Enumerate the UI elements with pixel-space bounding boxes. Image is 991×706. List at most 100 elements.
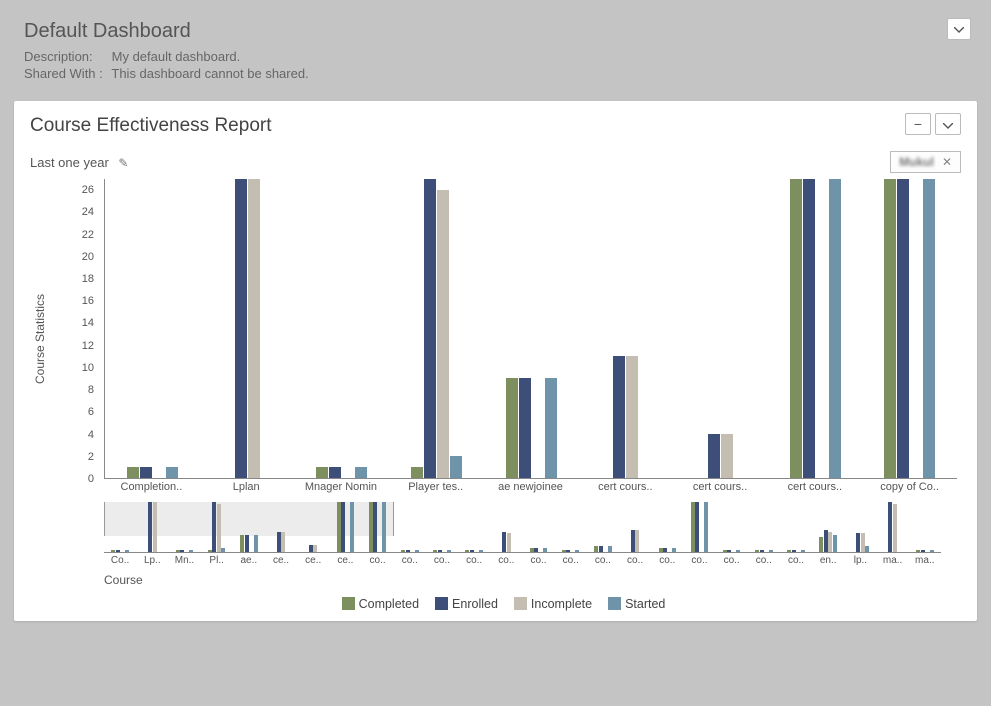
- description-value: My default dashboard.: [112, 49, 241, 64]
- bar-group: [200, 179, 295, 478]
- panel-title: Course Effectiveness Report: [30, 115, 961, 137]
- bar-completed[interactable]: [884, 179, 896, 478]
- overview-bar: [760, 550, 764, 552]
- overview-bar: [479, 550, 483, 552]
- bar-incomplete[interactable]: [248, 179, 260, 478]
- overview-bar: [819, 537, 823, 552]
- bar-completed[interactable]: [316, 467, 328, 478]
- overview-bar-group: [812, 502, 844, 552]
- overview-x-label: co..: [522, 555, 554, 569]
- overview-bar-group: [909, 502, 941, 552]
- bar-completed[interactable]: [790, 179, 802, 478]
- overview-chart[interactable]: Co..Lp..Mn..Pl..ae..ce..ce..ce..co..co..…: [104, 501, 941, 569]
- bar-started[interactable]: [355, 467, 367, 478]
- legend-swatch: [342, 597, 355, 610]
- bar-enrolled[interactable]: [329, 467, 341, 478]
- bar-started[interactable]: [545, 378, 557, 478]
- bar-enrolled[interactable]: [235, 179, 247, 478]
- overview-x-label: co..: [426, 555, 458, 569]
- bar-completed[interactable]: [506, 378, 518, 478]
- overview-bar: [575, 550, 579, 552]
- remove-filter-icon[interactable]: ✕: [942, 155, 952, 169]
- filter-chip[interactable]: Mukul ✕: [890, 151, 961, 173]
- overview-x-label: co..: [651, 555, 683, 569]
- y-tick: 4: [88, 429, 94, 441]
- bar-incomplete[interactable]: [721, 434, 733, 478]
- overview-bar: [217, 504, 221, 552]
- filter-chip-label: Mukul: [899, 155, 934, 169]
- overview-x-label: co..: [780, 555, 812, 569]
- shared-label: Shared With :: [24, 66, 108, 81]
- overview-bar-group: [168, 502, 200, 552]
- bar-started[interactable]: [450, 456, 462, 478]
- overview-bar: [369, 502, 373, 552]
- y-tick: 2: [88, 451, 94, 463]
- legend-label: Incomplete: [531, 597, 592, 611]
- overview-bar: [401, 550, 405, 552]
- overview-bar: [534, 548, 538, 552]
- dashboard-menu-button[interactable]: [947, 18, 971, 40]
- overview-bar: [447, 550, 451, 552]
- bar-enrolled[interactable]: [613, 356, 625, 478]
- bar-enrolled[interactable]: [897, 179, 909, 478]
- overview-bar: [893, 504, 897, 552]
- overview-bar: [659, 548, 663, 552]
- overview-bar: [208, 550, 212, 552]
- bar-group: [294, 179, 389, 478]
- overview-bar: [153, 502, 157, 552]
- bar-started[interactable]: [829, 179, 841, 478]
- overview-bar: [543, 548, 547, 552]
- overview-bar: [930, 550, 934, 552]
- bar-started[interactable]: [923, 179, 935, 478]
- overview-bar: [755, 550, 759, 552]
- overview-bar-group: [844, 502, 876, 552]
- x-tick-label: cert cours..: [673, 481, 768, 499]
- bar-group: [768, 179, 863, 478]
- overview-bar: [245, 535, 249, 552]
- overview-bar: [695, 502, 699, 552]
- overview-bar: [212, 502, 216, 552]
- overview-x-label: co..: [458, 555, 490, 569]
- bar-started[interactable]: [166, 467, 178, 478]
- bar-enrolled[interactable]: [140, 467, 152, 478]
- bar-group: [862, 179, 957, 478]
- bar-incomplete[interactable]: [626, 356, 638, 478]
- overview-x-label: co..: [394, 555, 426, 569]
- overview-bar: [727, 550, 731, 552]
- overview-bar: [594, 546, 598, 552]
- overview-bar: [350, 502, 354, 552]
- overview-bar-group: [748, 502, 780, 552]
- x-axis-label: Course: [104, 573, 961, 587]
- overview-bar: [116, 550, 120, 552]
- overview-bar-group: [265, 502, 297, 552]
- overview-x-label: ce..: [297, 555, 329, 569]
- edit-range-icon[interactable]: ✎: [118, 156, 128, 170]
- overview-bar-group: [522, 502, 554, 552]
- bar-enrolled[interactable]: [519, 378, 531, 478]
- y-tick: 0: [88, 473, 94, 485]
- bar-enrolled[interactable]: [803, 179, 815, 478]
- overview-bar: [189, 550, 193, 552]
- bar-enrolled[interactable]: [708, 434, 720, 478]
- overview-bar: [631, 530, 635, 552]
- bar-enrolled[interactable]: [424, 179, 436, 478]
- bar-group: [389, 179, 484, 478]
- overview-bar-group: [490, 502, 522, 552]
- overview-x-label: ma..: [877, 555, 909, 569]
- overview-bar-group: [394, 502, 426, 552]
- overview-bar-group: [136, 502, 168, 552]
- overview-bar: [828, 532, 832, 552]
- x-tick-label: Mnager Nomin: [294, 481, 389, 499]
- bar-completed[interactable]: [127, 467, 139, 478]
- legend-swatch: [435, 597, 448, 610]
- legend-swatch: [608, 597, 621, 610]
- overview-x-label: Mn..: [168, 555, 200, 569]
- bar-completed[interactable]: [411, 467, 423, 478]
- minimize-button[interactable]: −: [905, 113, 931, 135]
- panel-menu-button[interactable]: [935, 113, 961, 135]
- overview-bar-group: [104, 502, 136, 552]
- overview-bar: [502, 532, 506, 552]
- overview-x-label: co..: [716, 555, 748, 569]
- bar-incomplete[interactable]: [437, 190, 449, 478]
- overview-bar: [337, 502, 341, 552]
